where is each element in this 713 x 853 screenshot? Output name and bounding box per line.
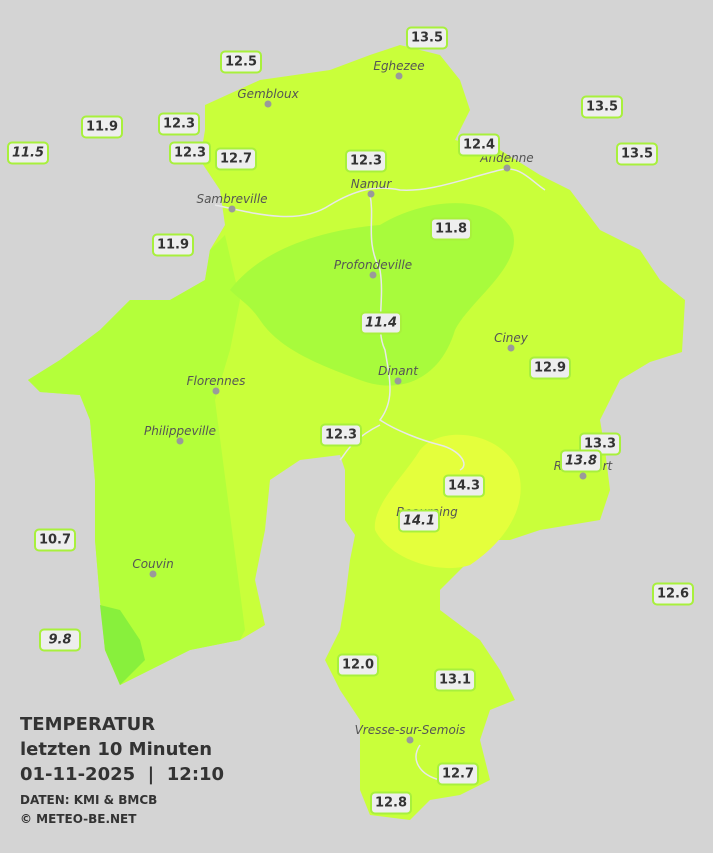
station-box <box>34 528 76 552</box>
town-dot <box>503 164 511 172</box>
station-box <box>7 141 49 165</box>
station-value: 11.9 <box>86 120 118 135</box>
station-value: 14.3 <box>448 479 480 494</box>
town-label: Couvin <box>132 557 173 571</box>
town-dot <box>212 387 220 395</box>
station-value: 12.3 <box>163 117 195 132</box>
town-label: Florennes <box>187 374 246 388</box>
station-box <box>220 50 262 74</box>
town-label: Namur <box>351 177 393 191</box>
town-label: Gembloux <box>237 87 299 101</box>
town-dot <box>406 736 414 744</box>
town-label: Ciney <box>494 331 529 345</box>
station-value: 12.3 <box>325 428 357 443</box>
town-dot <box>264 100 272 108</box>
station-value: 12.6 <box>657 587 689 602</box>
station-value: 11.5 <box>12 146 44 161</box>
station-value: 11.9 <box>157 238 189 253</box>
town-label: Sambreville <box>196 192 267 206</box>
station-box <box>581 95 623 119</box>
station-value: 12.8 <box>375 796 407 811</box>
station-box <box>39 628 81 652</box>
station-box <box>458 133 500 157</box>
station-value: 13.5 <box>621 147 653 162</box>
station-value: 11.8 <box>435 222 467 237</box>
town-dot <box>507 344 515 352</box>
station-box <box>152 233 194 257</box>
station-box <box>158 112 200 136</box>
copyright: © METEO-BE.NET <box>20 812 137 826</box>
station-value: 12.3 <box>174 146 206 161</box>
station-box <box>437 762 479 786</box>
station-value: 12.4 <box>463 138 495 153</box>
station-value: 12.0 <box>342 658 374 673</box>
station-value: 9.8 <box>48 633 71 648</box>
town-dot <box>579 472 587 480</box>
town-dot <box>176 437 184 445</box>
town-label: Profondeville <box>334 258 412 272</box>
town-label: Philippeville <box>144 424 216 438</box>
river <box>214 168 546 781</box>
station-value: 11.4 <box>365 316 397 331</box>
station-value: 10.7 <box>39 533 71 548</box>
town-dot <box>149 570 157 578</box>
town-dot <box>395 72 403 80</box>
town-dot <box>228 205 236 213</box>
town-dot <box>394 377 402 385</box>
station-box <box>370 791 412 815</box>
station-value: 13.3 <box>584 437 616 452</box>
station-box <box>652 582 694 606</box>
station-value: 12.3 <box>350 154 382 169</box>
station-box <box>215 147 257 171</box>
station-box <box>430 217 472 241</box>
station-box <box>443 474 485 498</box>
station-value: 13.1 <box>439 673 471 688</box>
station-value: 12.7 <box>442 767 474 782</box>
title: TEMPERATUR <box>20 714 155 735</box>
station-box <box>529 356 571 380</box>
station-box <box>169 141 211 165</box>
station-layer: 13.5 12.5 11.9 12.3 11.5 12.3 12.7 12.3 12.4 13.5… <box>7 26 694 815</box>
station-value: 12.5 <box>225 55 257 70</box>
station-value: 13.5 <box>586 100 618 115</box>
zone-center <box>230 203 514 386</box>
zone-beauraing <box>374 434 521 569</box>
town-dot <box>367 190 375 198</box>
station-box <box>360 311 402 335</box>
town-label: Vresse-sur-Semois <box>355 723 466 737</box>
station-box <box>616 142 658 166</box>
station-box <box>398 509 440 533</box>
subtitle: letzten 10 Minuten <box>20 739 212 760</box>
town-layer: EghezeeGemblouxAndenneNamurSambrevillePr… <box>132 59 614 744</box>
station-box <box>81 115 123 139</box>
town-dot <box>369 271 377 279</box>
station-box <box>337 653 379 677</box>
station-box <box>320 423 362 447</box>
station-value: 13.8 <box>565 454 597 469</box>
datetime: 01-11-2025 | 12:10 <box>20 764 224 785</box>
source: DATEN: KMI & BMCB <box>20 793 157 807</box>
station-box <box>406 26 448 50</box>
station-box <box>560 449 602 473</box>
zone-southwest <box>100 605 145 685</box>
station-value: 14.1 <box>403 514 435 529</box>
town-label: Eghezee <box>373 59 424 73</box>
station-value: 12.7 <box>220 152 252 167</box>
station-value: 13.5 <box>411 31 443 46</box>
town-label: Dinant <box>378 364 419 378</box>
station-box <box>434 668 476 692</box>
station-value: 12.9 <box>534 361 566 376</box>
station-box <box>345 149 387 173</box>
zone-west <box>28 235 245 685</box>
